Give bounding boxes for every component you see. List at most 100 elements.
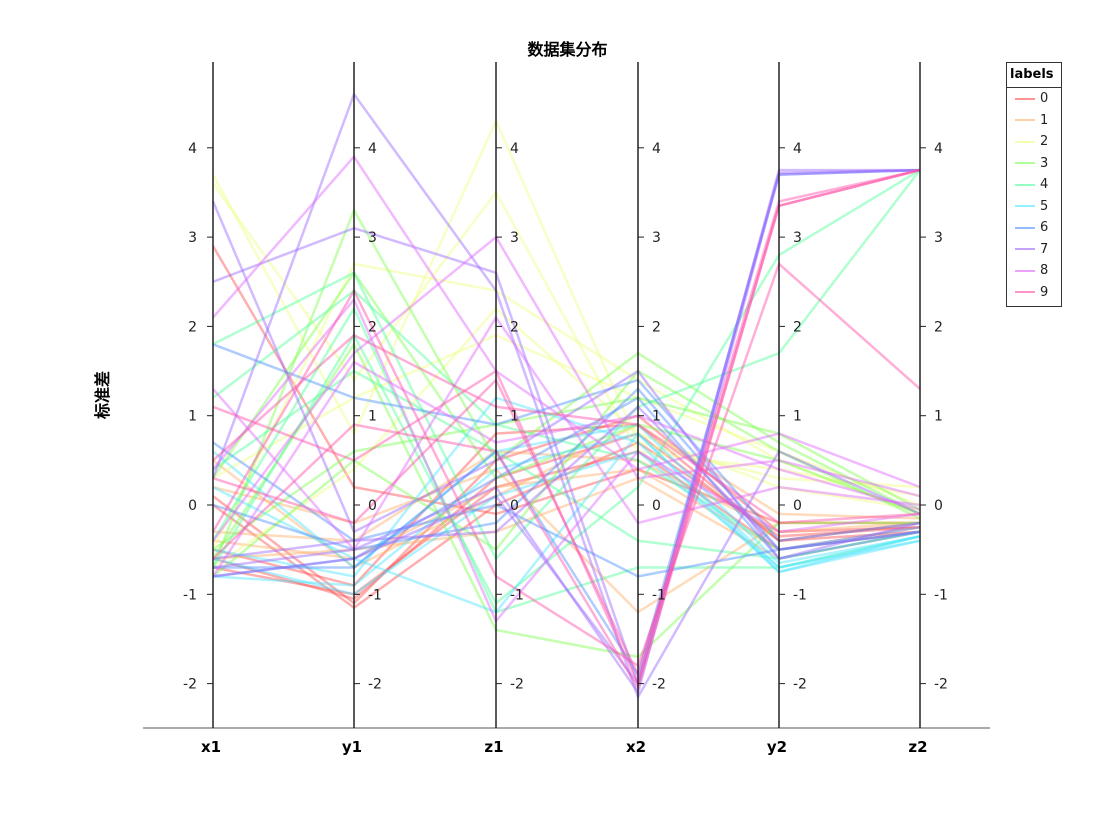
series-7-line [211, 91, 921, 700]
series-7-line [212, 168, 921, 696]
legend-title: labels [1007, 63, 1061, 88]
legend-item-8: 8 [1007, 260, 1061, 282]
y-tick-label: 2 [652, 319, 661, 335]
axes: -2 -1 0 1 2 3 4 x1 -2 -1 0 1 2 3 4 y1 -2 -1 0 1 2 3 4 z1 -2 -1 0 1 2… [143, 62, 990, 756]
legend-label: 3 [1040, 155, 1049, 171]
legend-label: 0 [1040, 91, 1049, 107]
series-0-line [212, 423, 921, 587]
axis-label-y2: y2 [767, 738, 787, 756]
y-tick-label: -1 [368, 587, 382, 603]
y-tick-label: 1 [188, 409, 197, 425]
series-3-line [212, 369, 921, 578]
legend-item-9: 9 [1007, 282, 1061, 304]
y-tick-label: -2 [652, 677, 666, 693]
series-9-line [212, 168, 921, 692]
legend-label: 6 [1040, 220, 1049, 236]
legend-item-7: 7 [1007, 239, 1061, 261]
series-5-line [212, 432, 921, 587]
y-tick-label: 0 [934, 498, 943, 514]
series-3-line [211, 207, 921, 568]
legend-label: 8 [1040, 263, 1049, 279]
series-6-line [212, 387, 921, 551]
series-6-line [212, 343, 921, 543]
y-tick-label: 0 [368, 498, 377, 514]
series-5-line [212, 431, 921, 614]
series-3-line [212, 396, 921, 551]
y-tick-label: 2 [188, 319, 197, 335]
y-tick-label: 3 [934, 230, 943, 246]
legend-swatch [1015, 140, 1035, 143]
y-tick-label: 3 [368, 230, 377, 246]
y-tick-label: -1 [183, 587, 197, 603]
y-tick-label: -2 [793, 677, 807, 693]
y-tick-label: -1 [510, 587, 524, 603]
series-7-line [212, 405, 921, 560]
series-4-line [211, 169, 921, 606]
y-tick-label: 3 [652, 230, 661, 246]
y-tick-label: 1 [368, 409, 377, 425]
legend-label: 5 [1040, 198, 1049, 214]
series-1-line [212, 467, 920, 614]
series-4-line [211, 305, 921, 614]
axis-label-z1: z1 [484, 738, 503, 756]
y-tick-label: 2 [793, 319, 802, 335]
y-tick-label: 0 [188, 498, 197, 514]
legend: labels 0 1 2 3 4 5 6 7 8 9 [1006, 62, 1062, 307]
y-tick-label: -2 [368, 677, 382, 693]
series-4-line [212, 289, 921, 551]
series-1-line [212, 476, 921, 560]
y-tick-label: 1 [934, 409, 943, 425]
series-6-line [212, 441, 921, 578]
legend-label: 2 [1040, 134, 1049, 150]
axis-label-x1: x1 [201, 738, 221, 756]
series-0-line [212, 450, 921, 596]
y-tick-label: 1 [510, 409, 519, 425]
series-3-line [211, 270, 921, 516]
series-1-line [212, 450, 921, 542]
series-6-line [213, 168, 921, 678]
series-8-line [212, 235, 921, 542]
y-tick-label: 3 [510, 230, 519, 246]
series-3-line [211, 341, 920, 659]
legend-swatch [1015, 162, 1035, 165]
legend-item-6: 6 [1007, 217, 1061, 239]
series-9-line [212, 168, 921, 688]
y-tick-label: 3 [188, 230, 197, 246]
y-tick-label: -1 [652, 587, 666, 603]
y-tick-label: 4 [652, 141, 661, 157]
legend-swatch [1015, 205, 1035, 208]
axis-label-z2: z2 [908, 738, 927, 756]
y-tick-label: 4 [510, 141, 519, 157]
legend-swatch [1015, 269, 1035, 272]
series-2-line [211, 182, 921, 498]
y-tick-label: 0 [652, 498, 661, 514]
legend-swatch [1015, 97, 1035, 100]
series-7-line [212, 168, 920, 688]
y-tick-label: 0 [510, 498, 519, 514]
legend-item-2: 2 [1007, 131, 1061, 153]
y-tick-label: 2 [368, 319, 377, 335]
series-9-line [211, 261, 921, 668]
series-4-line [212, 169, 921, 561]
legend-swatch [1015, 226, 1035, 229]
series-1-line [212, 468, 921, 560]
series-8-line [212, 154, 921, 489]
legend-item-5: 5 [1007, 196, 1061, 218]
series-8-line [212, 315, 921, 552]
series-2-line [211, 117, 921, 489]
y-tick-label: 4 [793, 141, 802, 157]
y-tick-label: 2 [510, 319, 519, 335]
y-tick-label: 4 [368, 141, 377, 157]
legend-swatch [1015, 119, 1035, 122]
axis-label-x2: x2 [626, 738, 646, 756]
series-8-line [212, 297, 921, 624]
series-2-line [212, 333, 921, 507]
series-5-line [212, 450, 921, 596]
series-5-line [212, 423, 921, 570]
series-8-line [211, 360, 921, 578]
series-0-line [212, 441, 921, 610]
legend-item-1: 1 [1007, 110, 1061, 132]
chart-title: 数据集分布 [527, 40, 608, 59]
series-9-line [212, 333, 921, 525]
